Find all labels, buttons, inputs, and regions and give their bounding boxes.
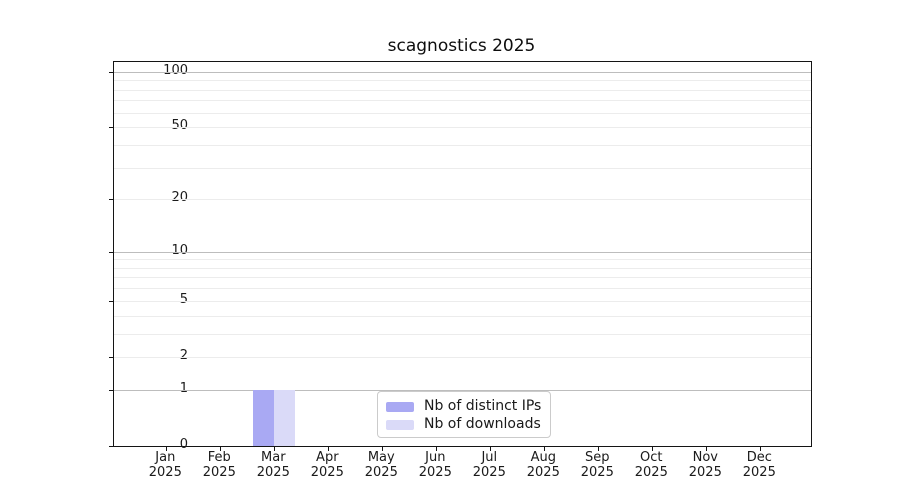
x-tick-label: Apr 2025 — [297, 450, 357, 480]
chart-title: scagnostics 2025 — [387, 36, 536, 56]
major-gridline — [114, 389, 811, 391]
legend-entry: Nb of distinct IPs — [386, 399, 541, 414]
x-tick-mark — [436, 447, 438, 451]
x-tick-label: May 2025 — [351, 450, 411, 480]
y-tick-label: 1 — [179, 380, 188, 396]
minor-gridline — [114, 127, 811, 129]
minor-gridline — [114, 144, 811, 146]
x-tick-mark — [382, 447, 384, 451]
x-tick-year: 2025 — [364, 465, 398, 480]
x-tick-month: Jul — [481, 450, 498, 465]
minor-gridline — [114, 112, 811, 114]
x-tick-mark — [490, 447, 492, 451]
legend-swatch — [386, 401, 414, 412]
y-tick-mark — [109, 199, 113, 201]
minor-gridline — [114, 300, 811, 302]
plot-area — [109, 61, 812, 451]
bar-distinct-ips — [253, 389, 275, 446]
x-tick-mark — [544, 447, 546, 451]
minor-gridline — [114, 259, 811, 261]
x-tick-label: Aug 2025 — [513, 450, 573, 480]
x-tick-month: May — [367, 450, 395, 465]
x-tick-year: 2025 — [526, 465, 560, 480]
x-tick-label: Nov 2025 — [675, 450, 735, 480]
minor-gridline — [114, 167, 811, 169]
x-tick-mark — [760, 447, 762, 451]
minor-gridline — [114, 333, 811, 335]
x-tick-year: 2025 — [202, 465, 236, 480]
x-tick-year: 2025 — [418, 465, 452, 480]
legend-entry-label: Nb of distinct IPs — [424, 398, 542, 414]
x-tick-mark — [220, 447, 222, 451]
y-tick-mark — [109, 71, 113, 73]
major-gridline — [114, 251, 811, 253]
legend-entry-label: Nb of downloads — [424, 416, 541, 432]
x-tick-label: Feb 2025 — [189, 450, 249, 480]
x-tick-label: Mar 2025 — [243, 450, 303, 480]
y-tick-mark — [109, 251, 113, 253]
major-gridline — [114, 71, 811, 73]
y-tick-label: 100 — [163, 62, 188, 78]
x-tick-year: 2025 — [742, 465, 776, 480]
x-tick-label: Dec 2025 — [729, 450, 789, 480]
x-tick-mark — [706, 447, 708, 451]
legend-swatch — [386, 419, 414, 430]
y-tick-label: 2 — [179, 347, 188, 363]
x-tick-mark — [166, 447, 168, 451]
y-tick-label: 0 — [179, 437, 188, 452]
x-tick-label: Jun 2025 — [405, 450, 465, 480]
minor-gridline — [114, 89, 811, 91]
x-tick-month: Nov — [692, 450, 718, 465]
x-tick-year: 2025 — [634, 465, 668, 480]
y-tick-label: 10 — [171, 242, 188, 258]
x-tick-month: Jan — [155, 450, 176, 465]
x-tick-mark — [328, 447, 330, 451]
x-tick-label: Sep 2025 — [567, 450, 627, 480]
bar-downloads — [274, 389, 296, 446]
minor-gridline — [114, 267, 811, 269]
x-tick-label: Jul 2025 — [459, 450, 519, 480]
minor-gridline — [114, 288, 811, 290]
y-tick-mark — [109, 356, 113, 358]
minor-gridline — [114, 100, 811, 102]
minor-gridline — [114, 315, 811, 317]
legend: Nb of distinct IPs Nb of downloads — [377, 391, 552, 438]
x-tick-mark — [598, 447, 600, 451]
y-tick-mark — [109, 127, 113, 129]
x-tick-mark — [274, 447, 276, 451]
y-tick-mark — [109, 300, 113, 302]
y-tick-label: 5 — [179, 291, 188, 307]
x-tick-label: Oct 2025 — [621, 450, 681, 480]
minor-gridline — [114, 356, 811, 358]
y-tick-mark — [109, 446, 113, 447]
x-tick-month: Apr — [316, 450, 339, 465]
y-tick-label: 20 — [171, 190, 188, 206]
x-tick-month: Dec — [746, 450, 772, 465]
x-tick-month: Sep — [585, 450, 610, 465]
y-tick-mark — [109, 389, 113, 391]
x-tick-year: 2025 — [472, 465, 506, 480]
minor-gridline — [114, 199, 811, 201]
x-tick-month: Oct — [640, 450, 663, 465]
x-tick-year: 2025 — [148, 465, 182, 480]
x-tick-year: 2025 — [310, 465, 344, 480]
x-tick-month: Jun — [425, 450, 446, 465]
x-tick-year: 2025 — [688, 465, 722, 480]
x-tick-mark — [652, 447, 654, 451]
minor-gridline — [114, 277, 811, 279]
x-tick-month: Mar — [261, 450, 286, 465]
x-tick-year: 2025 — [580, 465, 614, 480]
legend-entry: Nb of downloads — [386, 417, 541, 432]
x-tick-label: Jan 2025 — [135, 450, 195, 480]
x-tick-month: Aug — [530, 450, 556, 465]
minor-gridline — [114, 80, 811, 82]
x-tick-month: Feb — [207, 450, 231, 465]
y-tick-label: 50 — [171, 118, 188, 134]
x-tick-year: 2025 — [256, 465, 290, 480]
